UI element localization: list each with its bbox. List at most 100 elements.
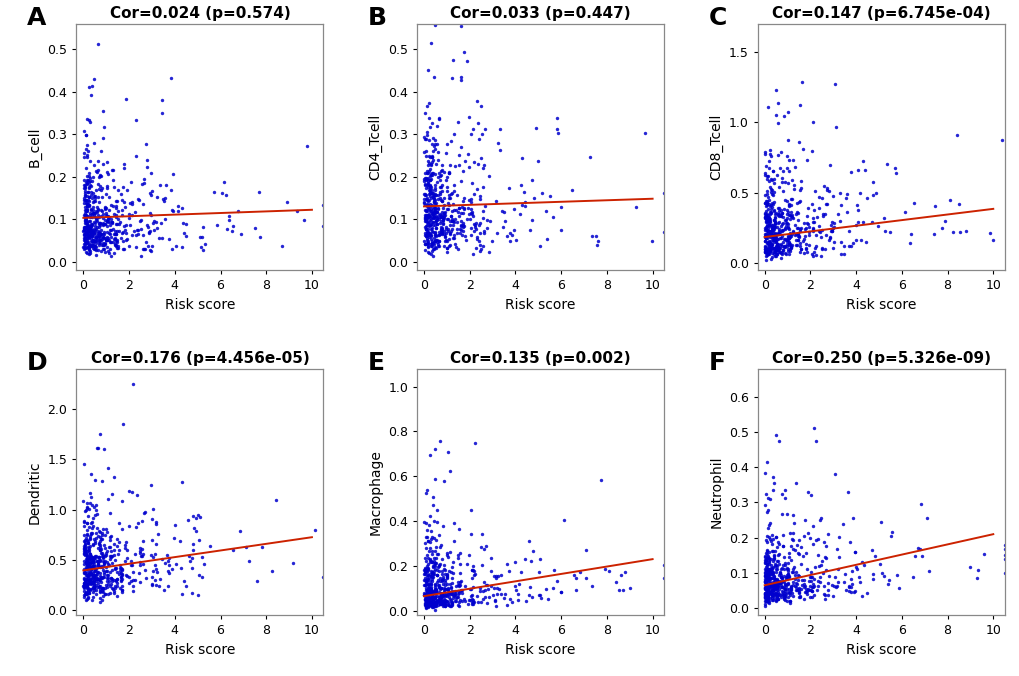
Point (425, 244, 441, 255)
Point (141, 226, 157, 237)
Point (85, 239, 101, 250)
Point (432, 594, 448, 605)
Point (757, 584, 773, 595)
Point (424, 594, 440, 604)
Point (422, 220, 438, 231)
Point (416, 146, 432, 157)
Point (426, 591, 442, 602)
Point (422, 201, 438, 212)
Point (417, 179, 433, 190)
Point (97, 208, 113, 218)
Point (756, 583, 772, 594)
Point (88, 572, 104, 583)
Point (97, 530, 113, 541)
Point (756, 576, 772, 587)
Point (866, 550, 882, 561)
Point (419, 559, 435, 570)
Point (97, 203, 113, 214)
Point (422, 579, 438, 589)
Point (799, 202, 815, 213)
Point (79, 243, 96, 254)
Point (767, 244, 784, 255)
Point (756, 223, 772, 234)
Point (767, 233, 784, 244)
Point (941, 194, 957, 205)
Point (422, 187, 438, 198)
Point (799, 563, 815, 574)
Point (124, 210, 141, 220)
Point (422, 198, 438, 209)
Point (797, 244, 813, 255)
Point (107, 233, 123, 243)
Point (804, 521, 820, 532)
Point (78, 559, 95, 570)
Point (416, 516, 432, 527)
Point (428, 517, 444, 528)
Point (803, 591, 819, 602)
Point (426, 585, 442, 596)
Point (417, 579, 433, 590)
Point (81, 504, 97, 514)
Point (765, 581, 782, 592)
Point (765, 197, 782, 208)
Point (757, 160, 773, 171)
Point (78, 229, 95, 240)
Point (758, 579, 774, 590)
Point (463, 573, 479, 583)
Point (75, 582, 92, 593)
Point (103, 232, 119, 243)
Point (771, 577, 788, 588)
Point (440, 167, 457, 178)
Point (416, 569, 432, 580)
Point (499, 231, 516, 241)
Point (82, 548, 98, 559)
Point (762, 582, 779, 593)
Point (92, 238, 108, 249)
Point (758, 220, 774, 231)
Point (433, 210, 449, 220)
Point (76, 544, 93, 554)
Point (118, 570, 135, 581)
Point (424, 599, 440, 610)
Point (431, 193, 447, 203)
Point (823, 225, 840, 236)
Point (472, 245, 488, 256)
Point (79, 186, 96, 197)
Point (800, 584, 816, 595)
Point (765, 174, 782, 185)
Point (770, 435, 787, 446)
Point (760, 182, 776, 193)
Point (78, 554, 95, 565)
Point (114, 204, 130, 215)
Point (164, 563, 180, 574)
Point (106, 228, 122, 239)
Point (531, 241, 547, 251)
Point (263, 566, 279, 577)
Point (416, 175, 432, 186)
Point (82, 575, 98, 586)
Point (425, 569, 441, 579)
Point (425, 251, 441, 262)
Point (790, 571, 806, 581)
Point (95, 583, 111, 594)
Point (758, 536, 774, 547)
Point (418, 215, 434, 226)
Point (760, 239, 776, 250)
Point (77, 222, 94, 233)
Point (425, 585, 441, 596)
Point (762, 569, 779, 579)
Point (76, 148, 93, 159)
Point (428, 243, 444, 254)
Point (756, 147, 772, 158)
Point (416, 565, 432, 576)
Point (77, 214, 94, 225)
Point (92, 428, 108, 439)
Point (758, 244, 774, 255)
Point (445, 205, 462, 216)
Point (761, 216, 777, 226)
Point (776, 241, 793, 251)
Point (82, 155, 98, 166)
Point (757, 595, 773, 606)
Title: Cor=0.147 (p=6.745e-04): Cor=0.147 (p=6.745e-04) (771, 6, 989, 21)
Point (100, 211, 116, 222)
